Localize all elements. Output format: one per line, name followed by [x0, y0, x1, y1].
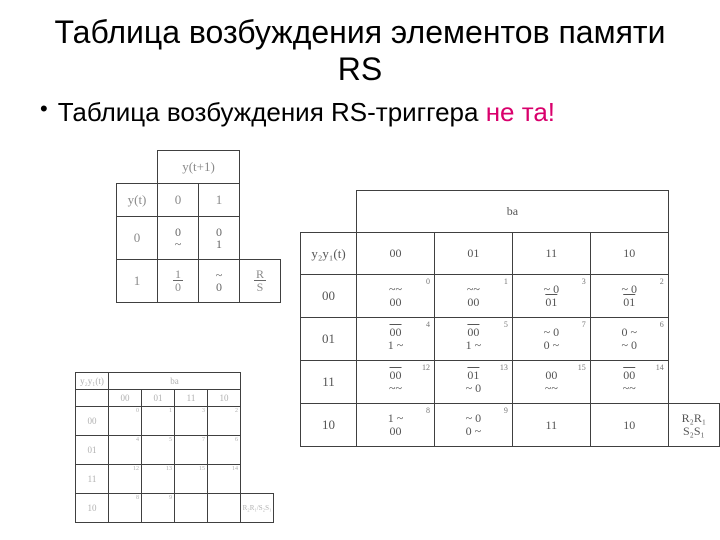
big-cell: 0~~00 — [357, 275, 435, 318]
bullet-item: • Таблица возбуждения RS-триггера не та! — [40, 96, 690, 129]
excitation-map-table: ba y₂y₁(t) 00 01 11 10 00 0~~00 1~~00 3~… — [300, 190, 720, 447]
big-cell: 1301~ 0 — [434, 361, 512, 404]
big-cell: 7~ 00 ~ — [512, 318, 590, 361]
rs-row-header-label: y(t) — [117, 184, 158, 217]
excitation-map-table-wrap: ba y₂y₁(t) 00 01 11 10 00 0~~00 1~~00 3~… — [300, 190, 720, 447]
table-row: 00 0~~00 1~~00 3~ 001 2~ 001 — [301, 275, 720, 318]
big-cell: 2~ 001 — [590, 275, 668, 318]
faded-header: ba — [109, 373, 241, 390]
rs-col-1: 1 — [199, 184, 240, 217]
rs-row-0: 0 — [117, 217, 158, 260]
rs-cell: 0~ — [158, 217, 199, 260]
big-cell: 10 — [590, 404, 668, 447]
big-col-h: 11 — [512, 233, 590, 275]
table-row: 10 81 ~00 9~ 00 ~ 11 10 R₂R₁S₂S₁ — [301, 404, 720, 447]
rs-cell: 10 — [158, 260, 199, 303]
big-cell: 5001 ~ — [434, 318, 512, 361]
table-row: 01 4001 ~ 5001 ~ 7~ 00 ~ 60 ~~ 0 — [301, 318, 720, 361]
big-col-h: 01 — [434, 233, 512, 275]
rs-col-0: 0 — [158, 184, 199, 217]
big-cell: 3~ 001 — [512, 275, 590, 318]
big-cell: 11 — [512, 404, 590, 447]
bullet-text-highlight: не та! — [486, 97, 555, 127]
rs-corner-label: RS — [240, 260, 281, 303]
big-cell: 81 ~00 — [357, 404, 435, 447]
rs-row-1: 1 — [117, 260, 158, 303]
faded-row-header: y₂y₁(t) — [76, 373, 109, 390]
big-cell: 60 ~~ 0 — [590, 318, 668, 361]
big-cell: 1~~00 — [434, 275, 512, 318]
slide-title: Таблица возбуждения элементов памяти RS — [30, 14, 690, 88]
big-col-h: 10 — [590, 233, 668, 275]
big-super-header: ba — [357, 191, 669, 233]
faded-table: y₂y₁(t) ba 00 01 11 10 000132 014576 111… — [75, 372, 274, 523]
big-row-header-label: y₂y₁(t) — [301, 233, 357, 275]
big-cell: 1400~~ — [590, 361, 668, 404]
bullet-text: Таблица возбуждения RS-триггера не та! — [58, 96, 555, 129]
table-row: 11 1200~~ 1301~ 0 1500~~ 1400~~ — [301, 361, 720, 404]
faded-corner: R₂R₁/S₂S₁ — [241, 494, 274, 523]
big-col-h: 00 — [357, 233, 435, 275]
rs-col-header: y(t+1) — [158, 151, 240, 184]
big-cell: 4001 ~ — [357, 318, 435, 361]
rs-excitation-table: y(t+1) y(t) 0 1 0 0~ 01 1 10 ~0 RS — [116, 150, 281, 303]
rs-cell: 01 — [199, 217, 240, 260]
big-cell: 1500~~ — [512, 361, 590, 404]
bullet-text-main: Таблица возбуждения RS-триггера — [58, 97, 486, 127]
big-cell: 1200~~ — [357, 361, 435, 404]
slide: Таблица возбуждения элементов памяти RS … — [0, 0, 720, 540]
bullet-marker: • — [40, 96, 48, 122]
big-corner-label: R₂R₁S₂S₁ — [668, 404, 719, 447]
rs-cell: ~0 — [199, 260, 240, 303]
big-cell: 9~ 00 ~ — [434, 404, 512, 447]
